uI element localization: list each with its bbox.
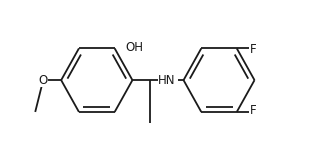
Text: O: O [39, 74, 48, 87]
Text: F: F [249, 104, 256, 117]
Text: OH: OH [126, 41, 144, 53]
Text: F: F [249, 43, 256, 56]
Text: HN: HN [158, 74, 176, 87]
